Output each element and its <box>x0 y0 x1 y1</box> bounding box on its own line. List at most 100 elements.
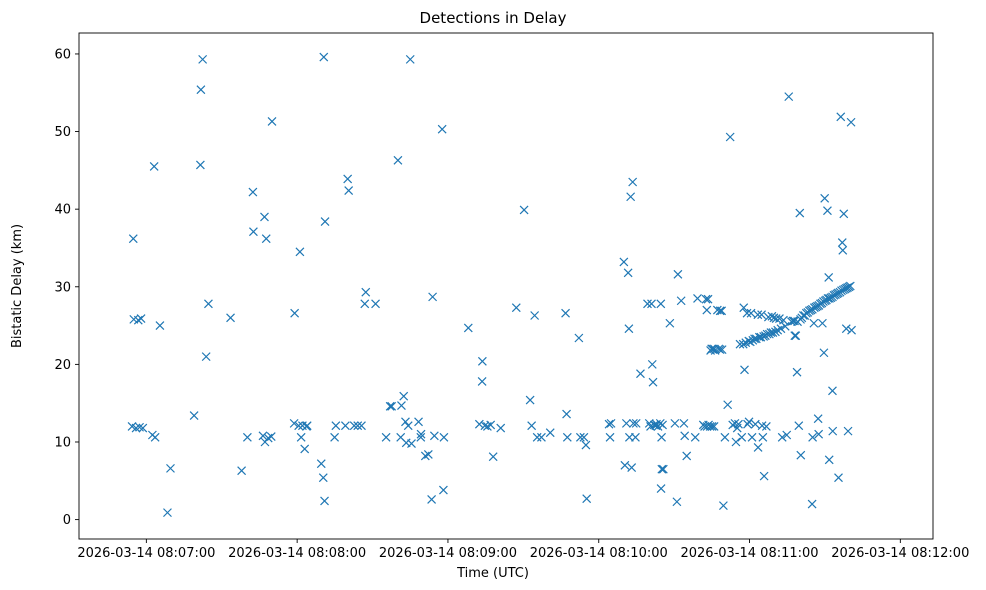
data-point <box>624 324 634 334</box>
data-point <box>739 303 749 313</box>
data-point <box>201 352 211 362</box>
data-point <box>496 423 506 433</box>
data-point <box>814 429 824 439</box>
data-point <box>828 426 838 436</box>
data-point <box>330 432 340 442</box>
x-tick-label: 2026-03-14 08:07:00 <box>77 546 215 561</box>
data-point <box>656 484 666 493</box>
data-point <box>795 208 805 218</box>
data-point <box>295 247 305 257</box>
data-point <box>371 299 380 309</box>
data-point <box>437 124 447 134</box>
data-point <box>628 418 638 428</box>
data-point <box>796 450 806 460</box>
data-point <box>658 420 667 430</box>
data-point <box>723 400 733 410</box>
data-point <box>581 440 591 450</box>
data-point <box>319 52 329 62</box>
data-point <box>627 463 637 473</box>
data-point <box>628 177 638 187</box>
data-point <box>680 431 690 441</box>
data-point <box>428 292 438 302</box>
data-point <box>768 328 778 337</box>
data-point <box>841 324 851 334</box>
data-point <box>631 418 641 428</box>
data-point <box>195 160 205 170</box>
points-layer <box>127 52 856 518</box>
data-point <box>486 420 496 430</box>
data-point <box>738 339 748 349</box>
data-point <box>813 414 823 424</box>
data-point <box>604 419 614 429</box>
data-point <box>397 401 406 410</box>
data-point <box>439 432 449 442</box>
data-point <box>248 187 258 197</box>
data-point <box>519 205 529 215</box>
data-point <box>717 306 727 316</box>
data-point <box>204 299 213 309</box>
data-point <box>575 432 585 442</box>
data-point <box>715 306 725 316</box>
data-point <box>701 294 711 304</box>
data-point <box>537 432 546 442</box>
data-point <box>414 417 423 427</box>
y-tick-label: 40 <box>54 203 71 218</box>
data-point <box>403 421 413 431</box>
data-point <box>837 238 847 247</box>
data-point <box>809 318 819 328</box>
data-point <box>746 308 756 318</box>
data-point <box>407 439 416 448</box>
data-point <box>647 299 656 309</box>
data-point <box>742 308 752 318</box>
data-point <box>731 437 741 447</box>
data-point <box>416 432 426 442</box>
data-point <box>290 308 300 318</box>
data-point <box>427 494 437 504</box>
data-point <box>582 494 592 504</box>
data-point <box>626 192 636 202</box>
data-point <box>735 339 745 349</box>
data-point <box>794 421 804 431</box>
data-point <box>561 308 570 318</box>
data-point <box>836 112 846 122</box>
data-point <box>707 422 717 431</box>
data-point <box>718 501 728 511</box>
data-point <box>672 497 682 507</box>
data-point <box>606 418 616 428</box>
y-axis-title: Bistatic Delay (km) <box>10 224 25 348</box>
data-point <box>562 432 572 442</box>
data-point <box>819 348 829 358</box>
data-point <box>133 315 143 325</box>
data-point <box>753 442 763 452</box>
data-point <box>320 496 329 506</box>
data-point <box>820 193 830 203</box>
data-point <box>525 395 535 405</box>
data-point <box>717 345 727 355</box>
data-point <box>196 85 206 95</box>
data-point <box>477 377 487 386</box>
data-point <box>267 117 277 126</box>
data-point <box>302 421 312 431</box>
data-point <box>340 421 350 431</box>
data-point <box>734 419 743 429</box>
data-point <box>621 418 631 428</box>
data-point <box>715 345 725 355</box>
data-point <box>361 287 371 297</box>
data-point <box>843 426 853 436</box>
data-point <box>344 186 354 195</box>
data-point <box>260 212 269 222</box>
x-axis-title: Time (UTC) <box>456 566 529 581</box>
data-point <box>463 323 473 333</box>
data-point <box>429 431 439 441</box>
data-point <box>166 463 175 473</box>
data-point <box>331 421 341 431</box>
data-point <box>847 325 856 335</box>
data-point <box>128 234 138 244</box>
x-axis: 2026-03-14 08:07:00 2026-03-14 08:08:00 20… <box>77 539 969 561</box>
data-point <box>136 314 146 324</box>
data-point <box>790 316 799 326</box>
data-point <box>824 455 834 465</box>
data-point <box>399 391 409 401</box>
y-axis: 0 10 20 30 40 50 60 <box>54 47 79 528</box>
